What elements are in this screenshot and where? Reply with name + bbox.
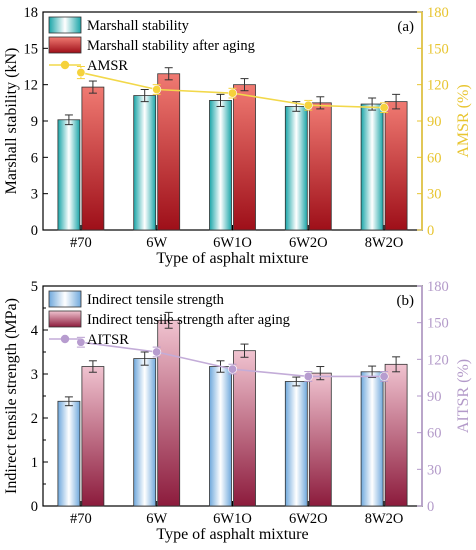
- bar-series2: [81, 86, 105, 231]
- chart-panel-b: 0 1 2 3 4 5 0 30 60 90 120 150 180 #70 6W 6W1O 6W2O 8W2O I…: [3, 279, 472, 543]
- legend-swatch-series2: [48, 36, 82, 54]
- y-tick-label: 3: [31, 367, 38, 383]
- legend-label-line: AMSR: [87, 58, 128, 74]
- bar-series1: [57, 400, 81, 507]
- y2-tick-label: 180: [427, 5, 449, 21]
- y2-tick-label: 0: [427, 499, 434, 515]
- x-tick-label: 6W1O: [213, 511, 252, 527]
- bar-series1: [133, 95, 157, 231]
- legend-label-series2: Indirect tensile strength after aging: [87, 312, 290, 328]
- legend-swatch-marker: [60, 60, 70, 70]
- x-tick-label: 8W2O: [365, 235, 404, 251]
- y-tick-label: 4: [31, 323, 39, 339]
- line-point: [76, 337, 86, 347]
- line-point: [379, 371, 389, 381]
- bar-series2: [233, 350, 256, 507]
- x-tick-label: #70: [70, 511, 92, 527]
- bar-series1: [360, 103, 384, 231]
- y-tick-label: 0: [31, 223, 38, 239]
- bar-series2: [384, 101, 408, 231]
- bar-series1: [57, 119, 81, 231]
- x-axis-title: Type of asphalt mixture: [156, 250, 308, 267]
- legend-swatch-series1: [48, 16, 82, 34]
- x-tick-label: 6W: [146, 511, 167, 527]
- bar-series2: [81, 366, 105, 507]
- y-tick-label: 18: [24, 5, 39, 21]
- y-tick-label: 12: [24, 78, 39, 94]
- y-tick-label: 5: [31, 279, 38, 295]
- legend-label-line: AITSR: [87, 332, 129, 348]
- bar-series2: [308, 102, 332, 231]
- y2-tick-label: 0: [427, 223, 434, 239]
- y2-tick-label: 30: [427, 187, 442, 203]
- bar-series2: [157, 319, 181, 507]
- y2-tick-label: 120: [427, 352, 449, 368]
- y2-tick-label: 90: [427, 114, 442, 130]
- legend-swatch-marker: [60, 334, 70, 344]
- y-tick-label: 1: [31, 455, 38, 471]
- y-tick-label: 9: [31, 114, 38, 130]
- x-tick-label: 6W: [146, 235, 167, 251]
- y-tick-label: 3: [31, 187, 38, 203]
- y2-tick-label: 120: [427, 78, 449, 94]
- y-tick-label: 6: [31, 150, 38, 166]
- y2-tick-label: 180: [427, 279, 449, 295]
- bar-series1: [209, 100, 232, 231]
- bar-series1: [133, 358, 157, 507]
- line-point: [379, 103, 389, 113]
- bar-series2: [233, 84, 256, 231]
- bar-series2: [384, 363, 408, 507]
- bar-series1: [360, 371, 384, 507]
- bar-series2: [308, 372, 332, 507]
- y-tick-label: 15: [24, 41, 39, 57]
- legend-label-series2: Marshall stability after aging: [87, 38, 255, 54]
- bar-series1: [209, 366, 232, 507]
- x-tick-label: 6W2O: [289, 235, 328, 251]
- x-axis-title: Type of asphalt mixture: [156, 526, 308, 543]
- line-point: [76, 68, 86, 78]
- y2-tick-label: 90: [427, 389, 442, 405]
- line-point: [303, 100, 313, 110]
- legend-label-series1: Indirect tensile strength: [87, 292, 225, 308]
- bar-series1: [284, 381, 308, 507]
- y-axis-title: Marshall stability (kN): [3, 48, 20, 195]
- y-tick-label: 2: [31, 411, 38, 427]
- bar-series1: [284, 106, 308, 231]
- y2-tick-label: 150: [427, 316, 449, 332]
- y2-tick-label: 60: [427, 426, 442, 442]
- line-point: [152, 347, 162, 357]
- panel-label: (a): [397, 19, 414, 35]
- y2-tick-label: 30: [427, 462, 442, 478]
- x-tick-label: #70: [70, 235, 92, 251]
- line-point: [303, 371, 313, 381]
- legend-label-series1: Marshall stability: [87, 18, 190, 34]
- y-axis-title: Indirect tensile strength (MPa): [3, 298, 20, 494]
- line-point: [228, 88, 238, 98]
- y-tick-label: 0: [31, 499, 38, 515]
- x-tick-label: 6W2O: [289, 511, 328, 527]
- line-point: [152, 85, 162, 95]
- y2-axis-title: AMSR (%): [455, 84, 472, 157]
- y2-axis-title: AITSR (%): [455, 359, 472, 433]
- x-tick-label: 8W2O: [365, 511, 404, 527]
- y2-tick-label: 60: [427, 150, 442, 166]
- y2-tick-label: 150: [427, 41, 449, 57]
- line-point: [228, 364, 238, 374]
- x-tick-label: 6W1O: [213, 235, 252, 251]
- legend-swatch-series2: [48, 310, 82, 328]
- bar-series2: [157, 73, 181, 231]
- panel-label: (b): [397, 293, 415, 309]
- legend-swatch-series1: [48, 290, 82, 308]
